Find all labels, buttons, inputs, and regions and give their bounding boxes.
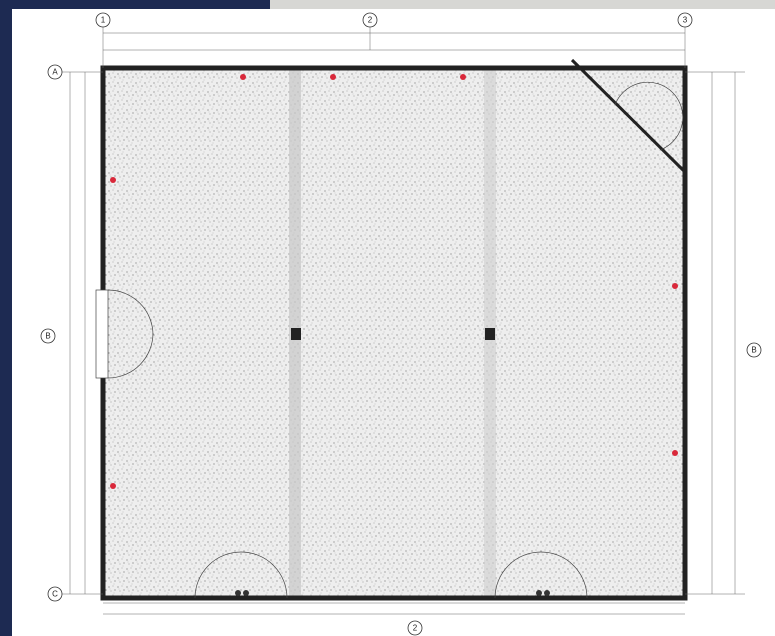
grid-label: 1 — [101, 16, 106, 25]
door-swings — [614, 81, 684, 151]
door-swings — [194, 551, 242, 599]
door-swings — [107, 289, 154, 336]
door-swings — [107, 332, 154, 379]
grid-bubble — [407, 620, 423, 636]
side-bar — [0, 0, 12, 636]
grid-bubble — [95, 12, 111, 28]
grid-label: A — [52, 68, 58, 77]
grid-label: 3 — [683, 16, 688, 25]
door-swings — [540, 551, 588, 599]
grid-bubble — [746, 342, 762, 358]
door-swings — [243, 590, 249, 596]
door-swings — [494, 551, 542, 599]
outlets — [110, 74, 678, 489]
door-swings — [235, 590, 241, 596]
grid-bubble — [677, 12, 693, 28]
outlets — [460, 74, 466, 80]
door-swings — [95, 289, 109, 379]
outlets — [110, 177, 116, 183]
grid-label: 2 — [368, 16, 373, 25]
grid-bubble — [47, 64, 63, 80]
top-bar — [0, 0, 270, 9]
outlets — [330, 74, 336, 80]
outlets — [110, 483, 116, 489]
grid-bubble — [362, 12, 378, 28]
grid-label: 2 — [413, 624, 418, 633]
outlets — [672, 283, 678, 289]
door-swings — [536, 590, 542, 596]
dimension-lines — [55, 20, 745, 615]
door-swings — [240, 551, 288, 599]
outlets — [240, 74, 246, 80]
top-bar-gray — [270, 0, 775, 9]
floor-fill — [103, 68, 685, 598]
grid-label: B — [45, 332, 50, 341]
grid-bubble — [47, 586, 63, 602]
door-swings — [570, 58, 687, 174]
grid-label: B — [751, 346, 756, 355]
column — [485, 328, 495, 340]
door-swings — [544, 590, 550, 596]
grid-bubble — [40, 328, 56, 344]
door-swings — [95, 58, 687, 599]
column — [291, 328, 301, 340]
outlets — [672, 450, 678, 456]
grid-label: C — [52, 590, 58, 599]
